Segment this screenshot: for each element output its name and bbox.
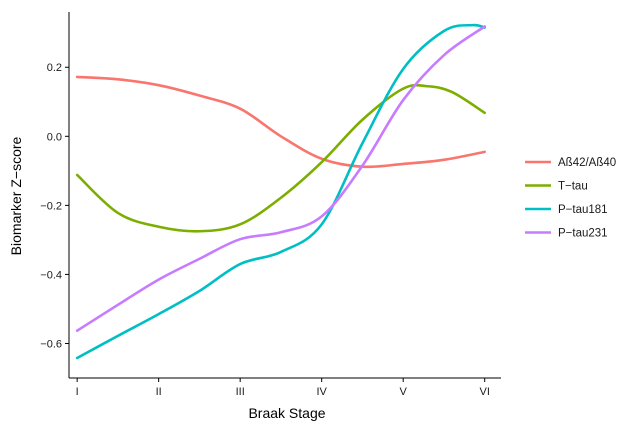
x-tick-label: VI [479,386,489,398]
y-tick-label: 0.2 [47,62,62,74]
x-axis-title: Braak Stage [248,405,325,421]
x-tick-label: III [236,386,245,398]
legend-item: Aß42/Aß40 [525,157,616,169]
x-tick-label: IV [316,386,327,398]
x-tick-label: V [400,386,408,398]
series-lines-group [75,23,486,360]
legend-label: P−tau181 [558,204,608,216]
axes-group: −0.6−0.4−0.20.00.2 I II III IV V VI [40,12,501,398]
y-tick-label: −0.6 [40,338,62,350]
y-tick-label: −0.4 [40,269,62,281]
series-line-p-tau181 [75,23,486,360]
legend: Aß42/Aß40 T−tau P−tau181 P−tau231 [525,157,616,240]
y-axis-title: Biomarker Z−score [8,136,24,255]
legend-label: P−tau231 [558,228,608,240]
legend-item: P−tau181 [525,204,608,216]
series-line-p-tau231 [75,25,486,332]
series-line-a-42-a-40 [75,75,486,169]
y-tick-label: 0.0 [47,131,62,143]
x-tick-label: II [156,386,162,398]
y-ticks-group: −0.6 −0.4 −0.2 0.0 0.2 [40,62,69,350]
x-ticks-group: I II III IV V VI [76,378,490,398]
legend-label: Aß42/Aß40 [558,157,616,169]
series-line-t-tau [75,83,486,233]
legend-label: T−tau [558,181,588,193]
y-tick-label: −0.2 [40,200,62,212]
x-tick-label: I [76,386,79,398]
legend-item: P−tau231 [525,228,608,240]
legend-item: T−tau [525,181,588,193]
